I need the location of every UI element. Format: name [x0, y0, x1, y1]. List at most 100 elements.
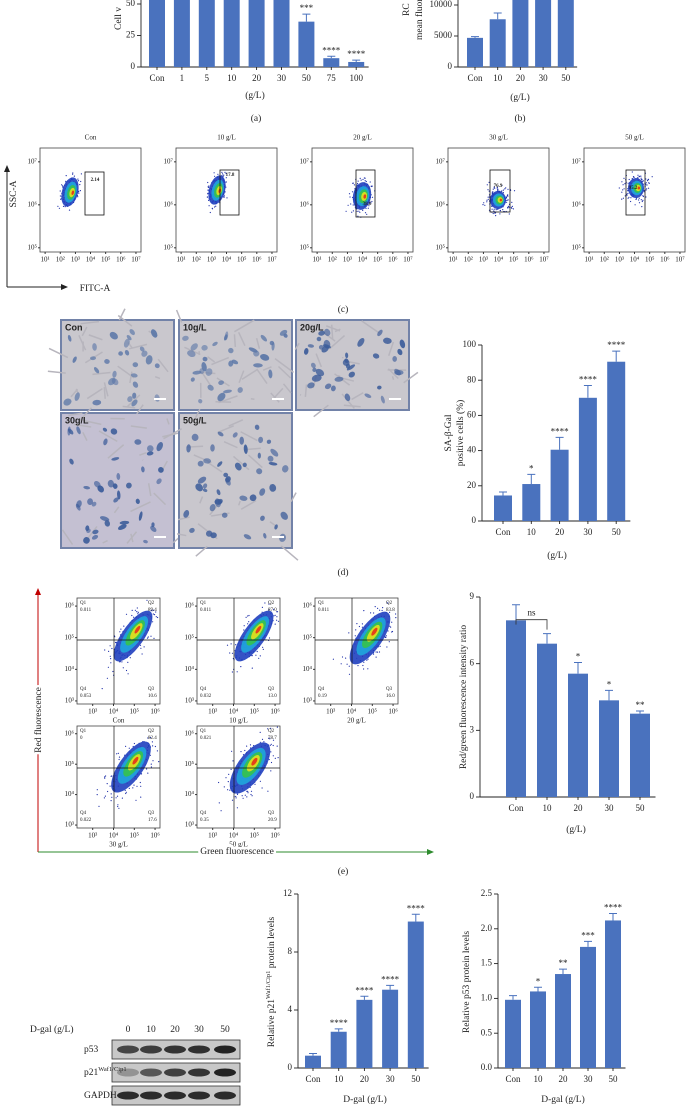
event-dot	[112, 670, 114, 673]
y-tick-label: 10⁷	[436, 157, 446, 165]
y-tick-label: 6	[470, 658, 475, 668]
bar	[580, 946, 596, 1068]
event-dot	[133, 784, 135, 786]
gate-value: 17.8	[226, 173, 235, 178]
event-dot	[256, 650, 258, 653]
event-dot	[110, 775, 112, 777]
event-dot	[627, 190, 629, 192]
significance-label: ***	[581, 930, 595, 940]
cell	[207, 384, 214, 391]
event-dot	[259, 780, 261, 782]
event-dot	[228, 773, 230, 776]
bar	[273, 0, 290, 67]
cell	[221, 512, 228, 518]
y-axis-label: SSC-A	[9, 180, 19, 207]
cell	[147, 445, 154, 452]
fibre	[403, 371, 419, 384]
x-tick-label: 10³	[208, 832, 217, 840]
event-dot	[367, 658, 369, 660]
event-dot	[155, 611, 157, 613]
cell	[259, 488, 266, 496]
event-dot	[261, 611, 263, 613]
quadrant-name: Q1	[318, 601, 325, 606]
event-dot	[507, 188, 509, 190]
cell	[197, 476, 207, 484]
event-dot	[507, 205, 510, 207]
error-bar	[411, 913, 420, 922]
cell	[76, 426, 81, 435]
event-dot	[631, 178, 633, 180]
quadrant-value: 83.8	[386, 608, 395, 613]
event-dot	[117, 752, 119, 755]
x-tick-label: 10⁴	[229, 832, 239, 840]
event-dot	[348, 632, 350, 634]
fibre	[77, 407, 93, 423]
y-tick-label: 10000	[430, 0, 453, 9]
event-dot	[259, 655, 261, 657]
event-dot	[137, 611, 139, 614]
event-dot	[497, 208, 499, 210]
arrow-head	[35, 588, 41, 595]
fibre	[103, 387, 106, 399]
y-tick-label: 10⁶	[185, 602, 195, 610]
event-dot	[259, 741, 261, 743]
quadrant-value: 0	[80, 736, 83, 741]
cell	[394, 368, 401, 376]
event-dot	[269, 738, 271, 740]
y-tick-label: 1.0	[481, 992, 493, 1002]
event-dot	[154, 745, 156, 748]
x-tick-label: 10⁵	[373, 256, 383, 264]
event-dot	[361, 623, 363, 625]
cell	[91, 501, 97, 507]
event-dot	[511, 207, 513, 209]
x-tick-label: 10²	[328, 256, 337, 264]
event-dot	[262, 648, 264, 651]
event-dot	[359, 211, 361, 213]
y-tick-label: 0	[448, 61, 453, 71]
quadrant-value: 0.19	[318, 694, 327, 699]
event-dot	[247, 623, 249, 625]
event-dot	[512, 208, 515, 210]
event-dot	[247, 790, 249, 793]
bar	[506, 620, 526, 797]
x-tick-label: 50	[636, 803, 646, 813]
y-tick-label: 25	[126, 30, 136, 40]
error-bar	[527, 473, 536, 485]
cell	[318, 330, 326, 336]
event-dot	[363, 177, 365, 179]
cell	[132, 362, 139, 368]
density-contour	[637, 186, 641, 190]
x-tick-label: 10⁷	[539, 256, 549, 264]
event-dot	[361, 626, 363, 628]
error-bar	[352, 59, 361, 62]
event-dot	[389, 625, 391, 627]
fibre	[126, 531, 138, 544]
event-dot	[641, 179, 643, 181]
row-name: p21	[84, 1068, 99, 1078]
y-tick-label: 10⁶	[28, 200, 38, 208]
cell	[228, 360, 234, 367]
cell	[92, 343, 97, 351]
x-tick-label: 50	[609, 1074, 619, 1084]
event-dot	[627, 182, 629, 184]
event-dot	[242, 797, 244, 799]
event-dot	[226, 644, 229, 646]
fibre	[129, 371, 133, 384]
event-dot	[363, 661, 365, 663]
event-dot	[502, 209, 504, 211]
x-tick-label: 20	[516, 73, 526, 83]
x-tick-label: 20	[252, 73, 262, 83]
quadrant-name: Q4	[80, 687, 87, 692]
event-dot	[124, 789, 126, 792]
density-contour	[371, 627, 378, 636]
event-dot	[369, 202, 371, 204]
event-dot	[630, 197, 632, 199]
x-tick-label: 10³	[88, 708, 97, 716]
event-dot	[59, 190, 61, 192]
x-tick-label: 10⁵	[130, 708, 140, 716]
event-dot	[220, 810, 222, 812]
cell	[201, 344, 208, 351]
event-dot	[371, 196, 374, 198]
band	[214, 1045, 236, 1054]
y-axis-label: positive cells (%)	[455, 400, 466, 466]
